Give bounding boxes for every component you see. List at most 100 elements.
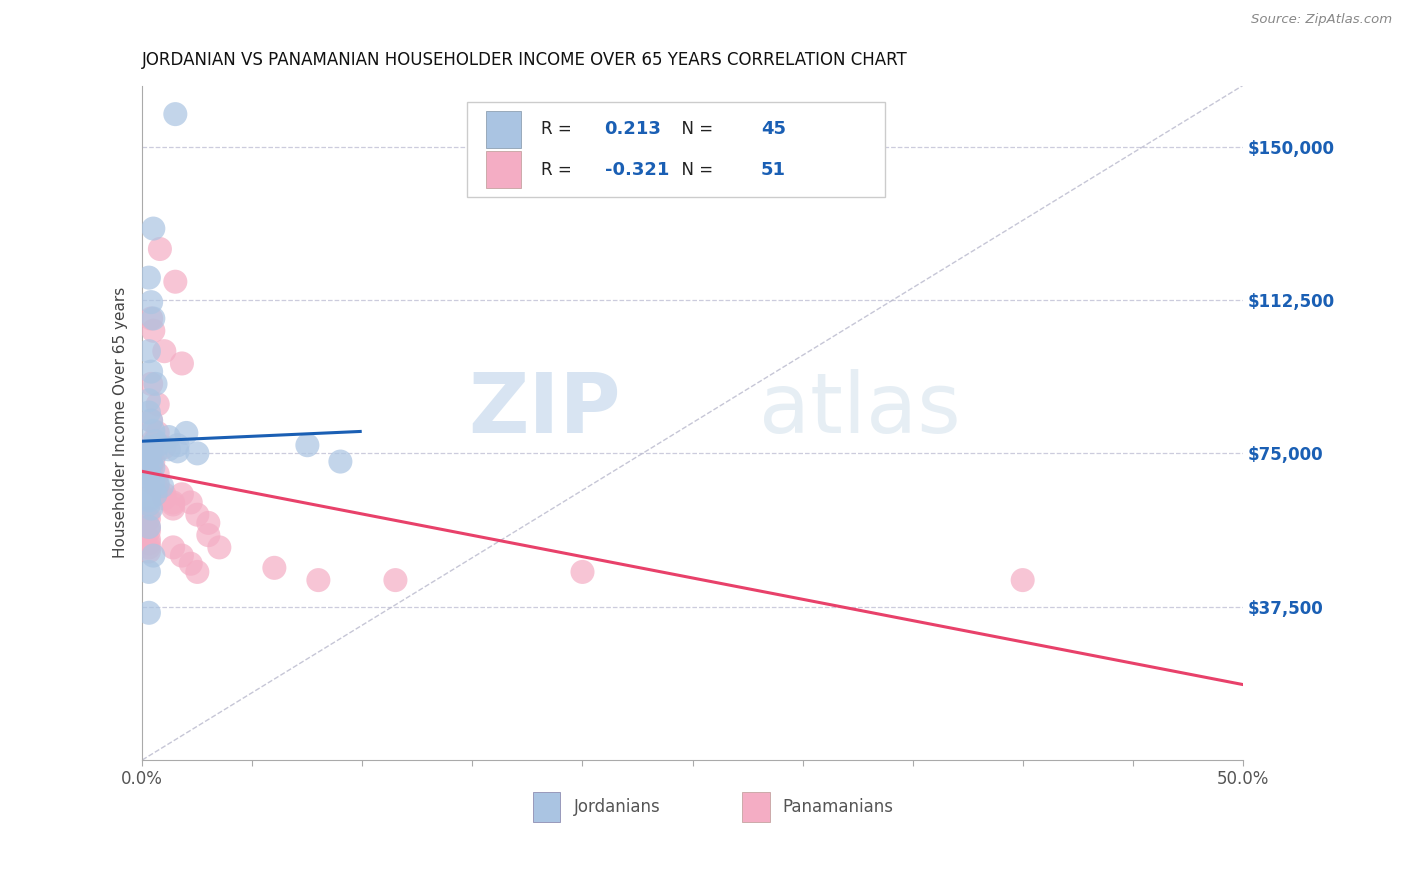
Point <box>138 449 160 463</box>
Point <box>153 344 176 359</box>
Point <box>139 458 162 473</box>
Point <box>571 565 593 579</box>
Point <box>153 491 176 506</box>
Point <box>138 467 160 481</box>
Point <box>138 533 160 547</box>
Point <box>180 495 202 509</box>
Point <box>149 242 172 256</box>
Point <box>146 397 169 411</box>
Point <box>139 475 162 489</box>
Text: ZIP: ZIP <box>468 368 621 450</box>
Text: -0.321: -0.321 <box>605 161 669 178</box>
Point <box>142 311 165 326</box>
Text: atlas: atlas <box>759 368 960 450</box>
Point <box>139 311 162 326</box>
Point <box>145 376 167 391</box>
Point <box>138 506 160 520</box>
Point <box>142 221 165 235</box>
Point <box>139 463 162 477</box>
Text: Panamanians: Panamanians <box>783 798 894 816</box>
Point <box>146 477 169 491</box>
Text: R =: R = <box>541 161 576 178</box>
Point <box>208 541 231 555</box>
Point <box>139 450 162 465</box>
Point <box>153 440 176 454</box>
Point <box>138 471 160 485</box>
Point <box>162 495 184 509</box>
Point <box>138 544 160 558</box>
Point <box>197 528 219 542</box>
Point <box>145 434 167 449</box>
Point <box>138 536 160 550</box>
Point <box>139 444 162 458</box>
Point <box>157 430 180 444</box>
Text: N =: N = <box>671 161 718 178</box>
Point <box>170 487 193 501</box>
Point <box>139 414 162 428</box>
Point <box>139 457 162 471</box>
Text: N =: N = <box>671 120 718 138</box>
Text: 45: 45 <box>761 120 786 138</box>
Point <box>138 524 160 538</box>
Point <box>186 508 208 522</box>
Y-axis label: Householder Income Over 65 years: Householder Income Over 65 years <box>114 287 128 558</box>
Point <box>165 275 187 289</box>
Point <box>142 324 165 338</box>
Point <box>142 454 165 468</box>
Point <box>139 414 162 428</box>
Point <box>138 606 160 620</box>
Point <box>1011 573 1033 587</box>
Point <box>139 501 162 516</box>
Bar <box>485 152 520 188</box>
Point <box>142 434 165 449</box>
Point <box>138 270 160 285</box>
Text: Jordanians: Jordanians <box>574 798 661 816</box>
Point <box>138 565 160 579</box>
Point <box>170 549 193 563</box>
Point <box>139 365 162 379</box>
Text: R =: R = <box>541 120 576 138</box>
Point <box>146 438 169 452</box>
Point <box>150 479 173 493</box>
Point <box>186 565 208 579</box>
Point <box>138 512 160 526</box>
Point <box>138 483 160 498</box>
Bar <box>742 792 769 822</box>
Point <box>176 425 198 440</box>
Bar <box>485 111 520 148</box>
Point <box>162 501 184 516</box>
Point <box>145 446 167 460</box>
Point <box>139 295 162 310</box>
Point <box>139 376 162 391</box>
Point <box>142 549 165 563</box>
Point <box>170 356 193 370</box>
Point <box>166 444 188 458</box>
Point <box>138 498 160 512</box>
Point <box>142 475 165 489</box>
Point <box>384 573 406 587</box>
Text: JORDANIAN VS PANAMANIAN HOUSEHOLDER INCOME OVER 65 YEARS CORRELATION CHART: JORDANIAN VS PANAMANIAN HOUSEHOLDER INCO… <box>142 51 908 69</box>
Point <box>138 520 160 534</box>
Point <box>138 491 160 506</box>
Point <box>263 561 285 575</box>
Point <box>197 516 219 530</box>
Point <box>146 425 169 440</box>
Text: Source: ZipAtlas.com: Source: ZipAtlas.com <box>1251 13 1392 27</box>
Point <box>186 446 208 460</box>
FancyBboxPatch shape <box>467 103 886 197</box>
Point <box>138 344 160 359</box>
Text: 0.213: 0.213 <box>605 120 661 138</box>
Bar <box>533 792 561 822</box>
Point <box>166 438 188 452</box>
Point <box>138 493 160 508</box>
Point <box>162 541 184 555</box>
Point <box>139 446 162 460</box>
Point <box>153 487 176 501</box>
Point <box>165 107 187 121</box>
Point <box>162 498 184 512</box>
Point <box>138 405 160 419</box>
Point <box>307 573 329 587</box>
Point <box>157 442 180 457</box>
Point <box>138 520 160 534</box>
Point <box>146 483 169 498</box>
